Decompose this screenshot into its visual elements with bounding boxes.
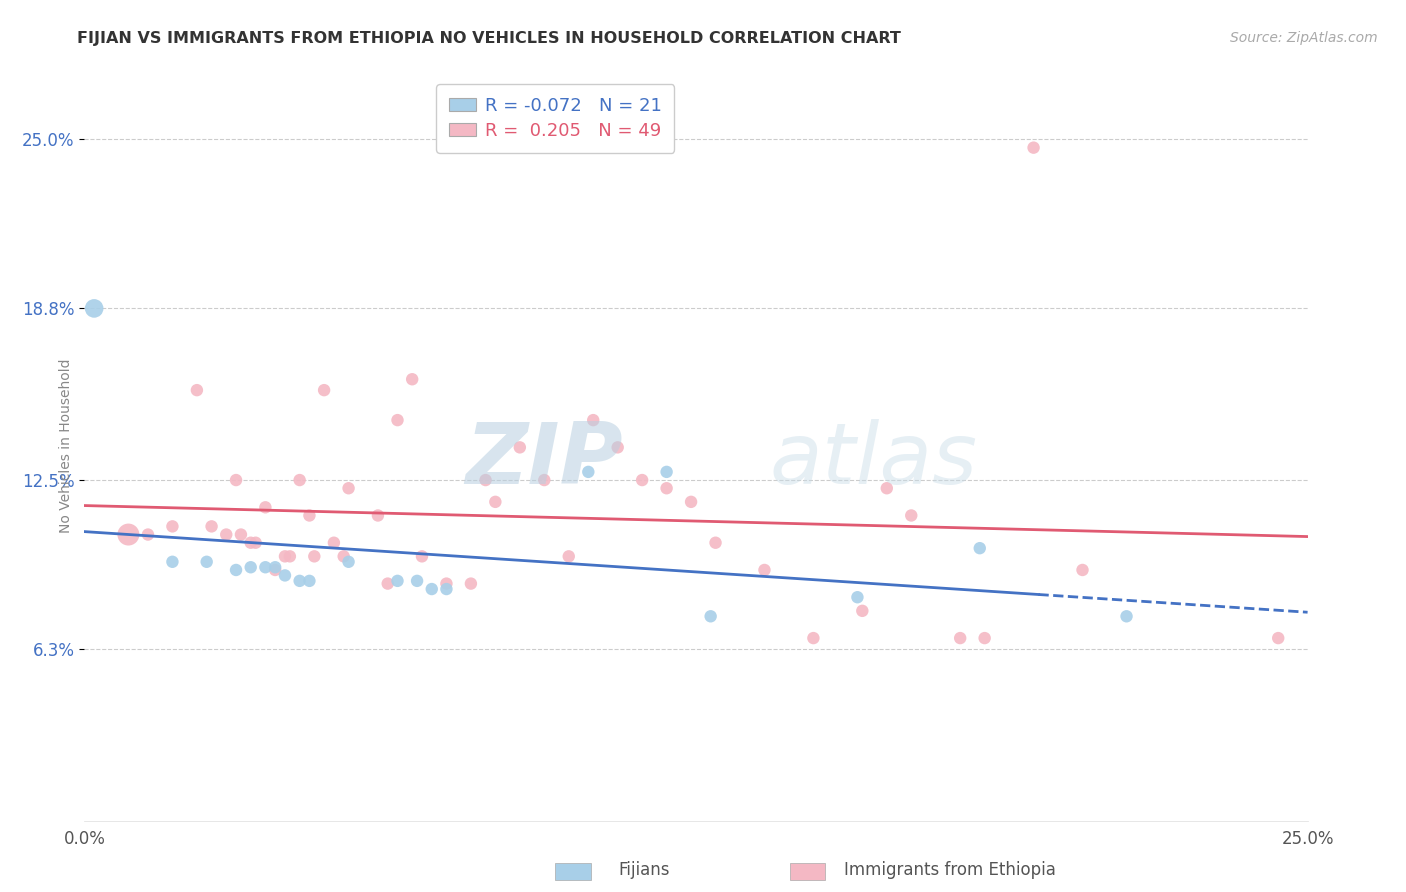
Point <box>254 560 277 574</box>
Point <box>420 582 443 596</box>
Point <box>655 481 678 495</box>
Point <box>803 631 825 645</box>
Point <box>484 495 506 509</box>
Point <box>576 465 599 479</box>
Point <box>186 383 208 397</box>
Point <box>411 549 433 564</box>
Point <box>1071 563 1094 577</box>
Point <box>582 413 605 427</box>
Point <box>973 631 995 645</box>
Point <box>1115 609 1137 624</box>
Point <box>401 372 423 386</box>
Point <box>245 535 267 549</box>
Point <box>337 481 360 495</box>
Point <box>533 473 555 487</box>
Point <box>254 500 277 515</box>
Point <box>200 519 222 533</box>
Y-axis label: No Vehicles in Household: No Vehicles in Household <box>59 359 73 533</box>
Point <box>631 473 654 487</box>
Point <box>969 541 991 556</box>
Point <box>851 604 873 618</box>
Point <box>1267 631 1289 645</box>
Point <box>83 301 105 316</box>
Text: FIJIAN VS IMMIGRANTS FROM ETHIOPIA NO VEHICLES IN HOUSEHOLD CORRELATION CHART: FIJIAN VS IMMIGRANTS FROM ETHIOPIA NO VE… <box>77 31 901 46</box>
Point <box>436 576 458 591</box>
Point <box>704 535 727 549</box>
Point <box>474 473 496 487</box>
Text: Fijians: Fijians <box>619 861 671 879</box>
Point <box>460 576 482 591</box>
Point <box>322 535 344 549</box>
Point <box>949 631 972 645</box>
Point <box>288 473 311 487</box>
Point <box>367 508 389 523</box>
Point <box>162 519 184 533</box>
Point <box>406 574 429 588</box>
Point <box>229 527 252 541</box>
Point <box>264 563 287 577</box>
Point <box>681 495 703 509</box>
Legend: R = -0.072   N = 21, R =  0.205   N = 49: R = -0.072 N = 21, R = 0.205 N = 49 <box>436 84 673 153</box>
Point <box>387 413 409 427</box>
Text: atlas: atlas <box>769 419 977 502</box>
Point <box>239 560 262 574</box>
Point <box>162 555 184 569</box>
Point <box>264 560 287 574</box>
Point <box>509 441 531 455</box>
Point <box>314 383 336 397</box>
Point <box>337 555 360 569</box>
Point <box>558 549 581 564</box>
Point <box>655 465 678 479</box>
Point <box>225 473 247 487</box>
Point <box>876 481 898 495</box>
Point <box>215 527 238 541</box>
Point <box>298 574 321 588</box>
Point <box>900 508 922 523</box>
Point <box>278 549 301 564</box>
Text: ZIP: ZIP <box>465 419 623 502</box>
Point <box>1022 141 1045 155</box>
Point <box>274 549 297 564</box>
Text: Source: ZipAtlas.com: Source: ZipAtlas.com <box>1230 31 1378 45</box>
Point <box>117 527 139 541</box>
Point <box>606 441 628 455</box>
Point <box>195 555 218 569</box>
Point <box>304 549 326 564</box>
Point <box>225 563 247 577</box>
Point <box>846 591 869 605</box>
Point <box>436 582 458 596</box>
Text: Immigrants from Ethiopia: Immigrants from Ethiopia <box>844 861 1056 879</box>
Point <box>754 563 776 577</box>
Point <box>377 576 399 591</box>
Point <box>274 568 297 582</box>
Point <box>239 535 262 549</box>
Point <box>387 574 409 588</box>
Point <box>136 527 159 541</box>
Point <box>288 574 311 588</box>
Point <box>298 508 321 523</box>
Point <box>332 549 354 564</box>
Point <box>699 609 721 624</box>
